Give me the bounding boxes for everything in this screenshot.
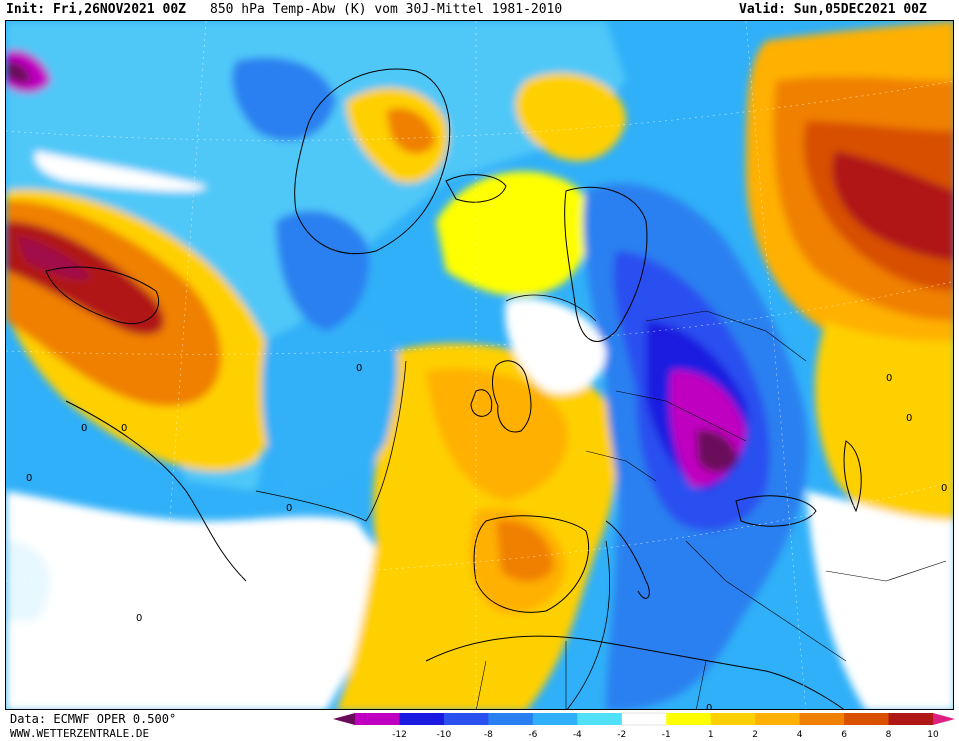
graticule bbox=[6, 21, 953, 709]
legend-swatch bbox=[399, 713, 445, 725]
legend-tick-label: -6 bbox=[528, 730, 537, 740]
legend-tick-label: -10 bbox=[437, 730, 452, 740]
legend-tick-label: 4 bbox=[797, 730, 803, 740]
legend-swatch bbox=[844, 713, 890, 725]
legend-arrow-low bbox=[333, 713, 355, 725]
map-title: 850 hPa Temp-Abw (K) vom 30J-Mittel 1981… bbox=[210, 2, 563, 17]
website-credit: WWW.WETTERZENTRALE.DE bbox=[10, 727, 150, 740]
contour-label: 0 bbox=[706, 703, 712, 710]
legend-tick-label: 8 bbox=[886, 730, 892, 740]
coastlines bbox=[45, 68, 862, 709]
init-time: Init: Fri,26NOV2021 00Z bbox=[6, 2, 187, 17]
legend-tick-label: -8 bbox=[484, 730, 493, 740]
legend-swatch bbox=[443, 713, 489, 725]
map-footer: Data: ECMWF OPER 0.500° WWW.WETTERZENTRA… bbox=[0, 710, 959, 741]
contour-label: 0 bbox=[886, 373, 892, 384]
contour-label: 0 bbox=[941, 483, 947, 494]
contour-label: 0 bbox=[136, 613, 142, 624]
legend-swatch bbox=[577, 713, 623, 725]
legend-swatch bbox=[799, 713, 845, 725]
contour-label: 0 bbox=[81, 423, 87, 434]
legend-tick-label: 2 bbox=[752, 730, 758, 740]
legend-swatch bbox=[666, 713, 712, 725]
contour-label: 0 bbox=[121, 423, 127, 434]
color-legend: -12-10-8-6-4-2-1124681012 bbox=[333, 712, 955, 740]
contour-label: 0 bbox=[26, 473, 32, 484]
valid-time: Valid: Sun,05DEC2021 00Z bbox=[739, 2, 927, 17]
legend-tick-label: 6 bbox=[841, 730, 847, 740]
legend-tick-label: 1 bbox=[708, 730, 714, 740]
legend-tick-label: -4 bbox=[573, 730, 582, 740]
contour-label-group: 0 0 0 0 0 0 0 0 0 0 bbox=[26, 363, 947, 710]
legend-swatch bbox=[355, 713, 400, 725]
map-header: Init: Fri,26NOV2021 00Z 850 hPa Temp-Abw… bbox=[0, 0, 959, 20]
map-canvas: 0 0 0 0 0 0 0 0 0 0 bbox=[6, 21, 953, 710]
legend-swatch bbox=[621, 712, 667, 726]
legend-swatch bbox=[888, 713, 934, 725]
legend-swatch bbox=[755, 713, 801, 725]
legend-swatch bbox=[710, 713, 756, 725]
data-source: Data: ECMWF OPER 0.500° bbox=[10, 712, 177, 726]
legend-tick-label: -12 bbox=[392, 730, 407, 740]
contour-label: 0 bbox=[906, 413, 912, 424]
legend-tick-label: -2 bbox=[617, 730, 626, 740]
legend-tick-label: -1 bbox=[662, 730, 671, 740]
country-borders bbox=[476, 310, 947, 709]
zero-contours bbox=[255, 294, 610, 709]
contour-label: 0 bbox=[286, 503, 292, 514]
legend-swatch bbox=[488, 713, 534, 725]
legend-tick-label: 10 bbox=[927, 730, 939, 740]
legend-swatch bbox=[532, 713, 578, 725]
legend-arrow-high bbox=[933, 713, 955, 725]
temperature-anomaly-map: 0 0 0 0 0 0 0 0 0 0 bbox=[5, 20, 954, 710]
contour-label: 0 bbox=[356, 363, 362, 374]
